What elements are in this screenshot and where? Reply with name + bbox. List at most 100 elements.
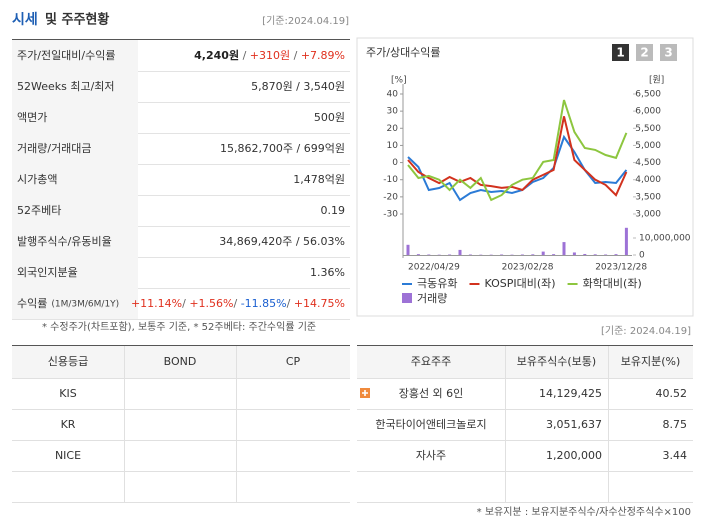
y3-tick-label: 0 — [639, 251, 645, 261]
volume-bar — [417, 254, 420, 255]
volume-bar — [500, 254, 503, 255]
title-rest: 및 주주현황 — [45, 12, 109, 28]
y-tick-label: 20 — [387, 124, 399, 134]
value-part: 1.36% — [310, 266, 345, 279]
series-line — [408, 137, 626, 200]
value-part: 34,869,420주 / 56.03% — [219, 235, 345, 248]
row-value: 1,478억원 — [293, 173, 345, 186]
cell: 3.44 — [663, 449, 688, 462]
shareholder-note: * 보유지분 : 보유지분주식수/자수산정주식수×100 — [477, 506, 691, 518]
volume-bar — [594, 254, 597, 255]
legend-label: 화학대비(좌) — [583, 277, 642, 290]
y2-tick-label: 3,500 — [635, 192, 661, 202]
x-tick-label: 2023/02/28 — [502, 263, 554, 273]
value-part: -11.85% — [241, 297, 287, 310]
row-label: 거래량/거래대금 — [17, 142, 92, 155]
cell: KIS — [59, 387, 76, 400]
series-line — [408, 100, 626, 200]
x-tick-label: 2023/12/28 — [595, 263, 647, 273]
row-label: 시가총액 — [17, 173, 57, 186]
y-tick-label: -10 — [383, 175, 398, 185]
cell: 한국타이어앤테크놀로지 — [375, 418, 486, 431]
header-cell: 보유주식수(보통) — [517, 355, 596, 368]
value-part: / — [234, 297, 241, 310]
cell: 14,129,425 — [539, 387, 602, 400]
y2-tick-label: 5,500 — [635, 124, 661, 134]
row-label: 52주베타 — [17, 204, 61, 217]
value-part: 4,240원 — [194, 48, 239, 62]
value-part: 1,478억원 — [293, 173, 345, 186]
header-cell: 신용등급 — [48, 355, 88, 368]
volume-bar — [604, 254, 607, 255]
value-part: / — [182, 297, 189, 310]
value-part: +1.56% — [189, 297, 233, 310]
cell: 장홍선 외 6인 — [399, 386, 464, 400]
row-label: 수익률 — [17, 297, 47, 310]
value-part: / — [239, 49, 250, 62]
legend-label: 극동유화 — [417, 277, 457, 290]
y2-axis-unit: [원] — [649, 75, 664, 86]
row-label: 52Weeks 최고/최저 — [17, 80, 115, 93]
y-tick-label: 40 — [387, 90, 399, 100]
cell: 3,051,637 — [546, 418, 602, 431]
y2-tick-label: 5,000 — [635, 141, 661, 151]
volume-bar — [459, 250, 462, 255]
header-cell: 주요주주 — [411, 355, 451, 368]
right-date: [기준: 2024.04.19] — [601, 325, 691, 337]
row-value: 15,862,700주 / 699억원 — [220, 142, 345, 155]
value-part: +310원 — [250, 49, 290, 62]
row-label: 발행주식수/유동비율 — [17, 235, 112, 248]
cell: KR — [61, 418, 76, 431]
cell: 8.75 — [663, 418, 688, 431]
y2-tick-label: 3,000 — [635, 210, 661, 220]
cell: NICE — [55, 449, 81, 462]
cell: 자사주 — [416, 449, 446, 462]
row-value: 4,240원 / +310원 / +7.89% — [194, 48, 345, 62]
volume-bar — [625, 228, 628, 255]
y-tick-label: 0 — [392, 158, 398, 168]
page-button-label: 2 — [640, 46, 648, 60]
y2-tick-label: 6,000 — [635, 107, 661, 117]
volume-bar — [469, 254, 472, 255]
volume-bar — [563, 242, 566, 255]
volume-bar — [583, 254, 586, 255]
row-value: +11.14%/ +1.56%/ -11.85%/ +14.75% — [131, 297, 345, 310]
volume-bar — [531, 254, 534, 255]
value-part: 500원 — [314, 111, 345, 124]
volume-bar — [448, 254, 451, 255]
header-cell: BOND — [164, 355, 197, 368]
volume-bar — [573, 252, 576, 255]
cell: 1,200,000 — [546, 449, 602, 462]
row-value: 500원 — [314, 111, 345, 124]
y3-tick-label: 10,000,000 — [639, 234, 691, 244]
value-part: +7.89% — [301, 49, 345, 62]
row-value: 5,870원 / 3,540원 — [251, 80, 345, 93]
value-part: 5,870원 / 3,540원 — [251, 80, 345, 93]
header-cell: 보유지분(%) — [621, 355, 681, 368]
chart-title: 주가/상대수익률 — [366, 46, 441, 59]
value-part: / — [290, 49, 301, 62]
volume-bar — [407, 245, 410, 255]
volume-bar — [427, 254, 430, 255]
title-main: 시세 — [12, 12, 38, 28]
expand-icon[interactable] — [360, 388, 370, 398]
row-label: 외국인지분율 — [17, 266, 78, 279]
value-part: 0.19 — [321, 204, 346, 217]
row-value: 1.36% — [310, 266, 345, 279]
row-value: 0.19 — [321, 204, 346, 217]
date: [기준:2024.04.19] — [262, 15, 349, 27]
y2-tick-label: 4,500 — [635, 158, 661, 168]
volume-bar — [615, 254, 618, 255]
row-sublabel: (1M/3M/6M/1Y) — [51, 300, 119, 310]
volume-bar — [552, 254, 555, 255]
row-label: 주가/전일대비/수익률 — [17, 48, 116, 62]
volume-bar — [542, 252, 545, 255]
price-note: * 수정주가(차트포함), 보통주 기준, * 52주베타: 주간수익률 기준 — [42, 321, 316, 333]
value-part: +11.14% — [131, 297, 182, 310]
y-tick-label: -20 — [383, 192, 398, 202]
value-part: / — [287, 297, 294, 310]
header-cell: CP — [286, 355, 301, 368]
value-part: 15,862,700주 / 699억원 — [220, 142, 345, 155]
